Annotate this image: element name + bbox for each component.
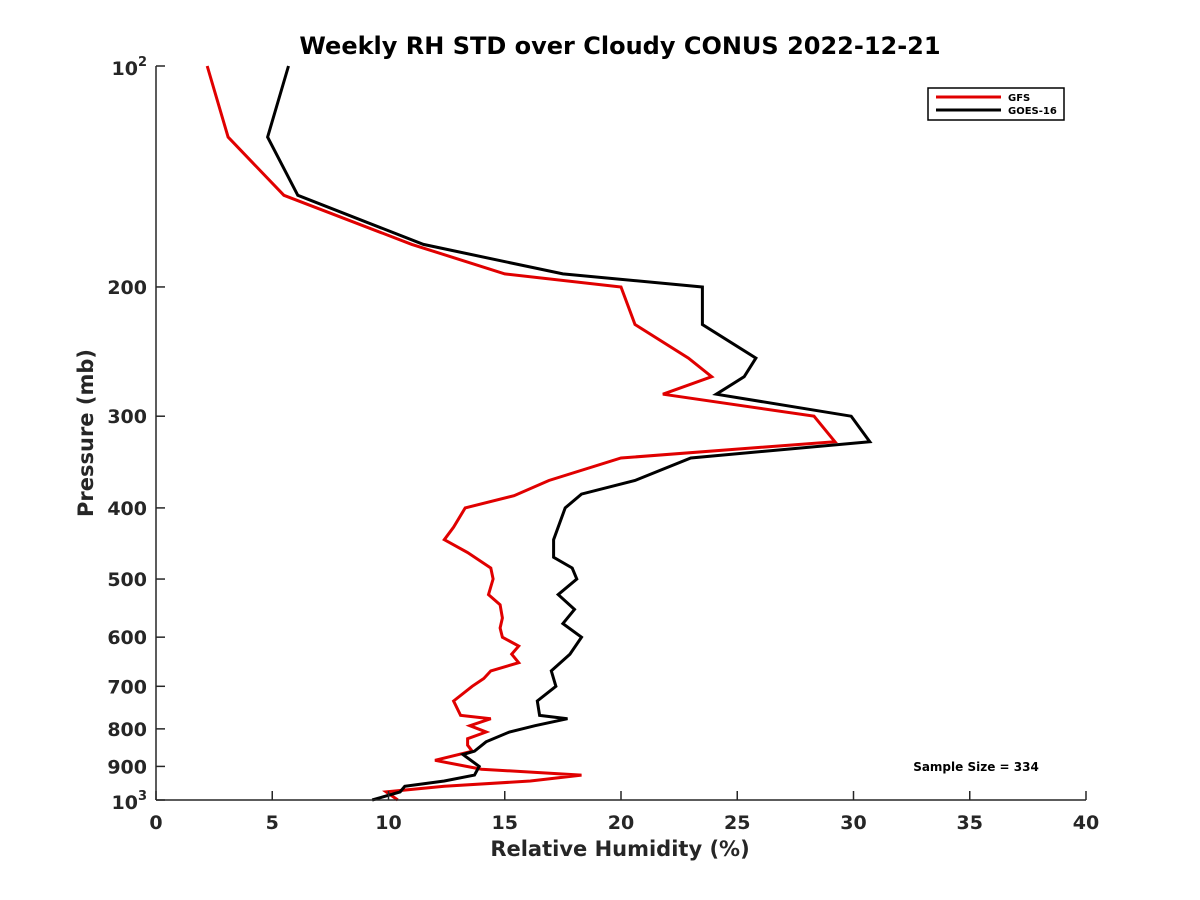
- y-tick-label: 103: [112, 789, 148, 814]
- x-tick-label: 35: [957, 812, 983, 834]
- x-tick-label: 5: [266, 812, 279, 834]
- legend-entry: GFS: [1008, 93, 1030, 104]
- chart-title: Weekly RH STD over Cloudy CONUS 2022-12-…: [299, 32, 940, 60]
- y-tick-label: 102: [112, 55, 148, 80]
- x-tick-label: 20: [608, 812, 634, 834]
- series-lines: [205, 65, 873, 802]
- x-tick-label: 25: [724, 812, 750, 834]
- x-tick-label: 0: [149, 812, 162, 834]
- axes: 0 5 10 15 20 25 30 35 40 102 200 300 400 500 600 700 800…: [107, 55, 1099, 834]
- y-tick-label: 400: [107, 498, 147, 520]
- y-tick-label: 200: [107, 277, 147, 299]
- y-tick-label: 700: [107, 676, 147, 698]
- y-tick-label: 500: [107, 569, 147, 591]
- legend-entry: GOES-16: [1008, 106, 1057, 117]
- y-axis-label: Pressure (mb): [74, 349, 98, 517]
- legend-box: [927, 87, 1065, 121]
- x-tick-label: 40: [1073, 812, 1099, 834]
- legend: GFS GOES-16: [927, 87, 1065, 121]
- x-axis-label: Relative Humidity (%): [490, 837, 749, 861]
- y-tick-label: 300: [107, 406, 147, 428]
- sample-size-annotation: Sample Size = 334: [913, 760, 1039, 774]
- series-line-goes-16: [265, 65, 873, 802]
- y-tick-label: 900: [107, 756, 147, 778]
- series-line-gfs: [205, 65, 838, 802]
- x-tick-label: 15: [492, 812, 518, 834]
- y-tick-label: 600: [107, 627, 147, 649]
- x-tick-label: 30: [840, 812, 866, 834]
- y-tick-label: 800: [107, 719, 147, 741]
- x-tick-label: 10: [375, 812, 401, 834]
